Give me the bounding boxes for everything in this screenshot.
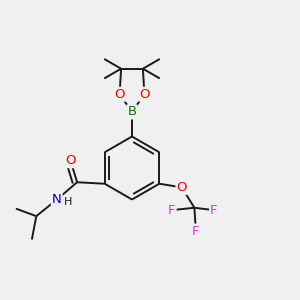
- Text: O: O: [176, 181, 187, 194]
- Text: F: F: [210, 204, 218, 217]
- Text: H: H: [64, 197, 72, 207]
- Text: O: O: [65, 154, 76, 167]
- Text: O: O: [114, 88, 125, 101]
- Text: F: F: [192, 225, 200, 238]
- Text: F: F: [168, 204, 176, 217]
- Text: N: N: [52, 193, 62, 206]
- Text: B: B: [128, 105, 136, 119]
- Text: O: O: [139, 88, 150, 101]
